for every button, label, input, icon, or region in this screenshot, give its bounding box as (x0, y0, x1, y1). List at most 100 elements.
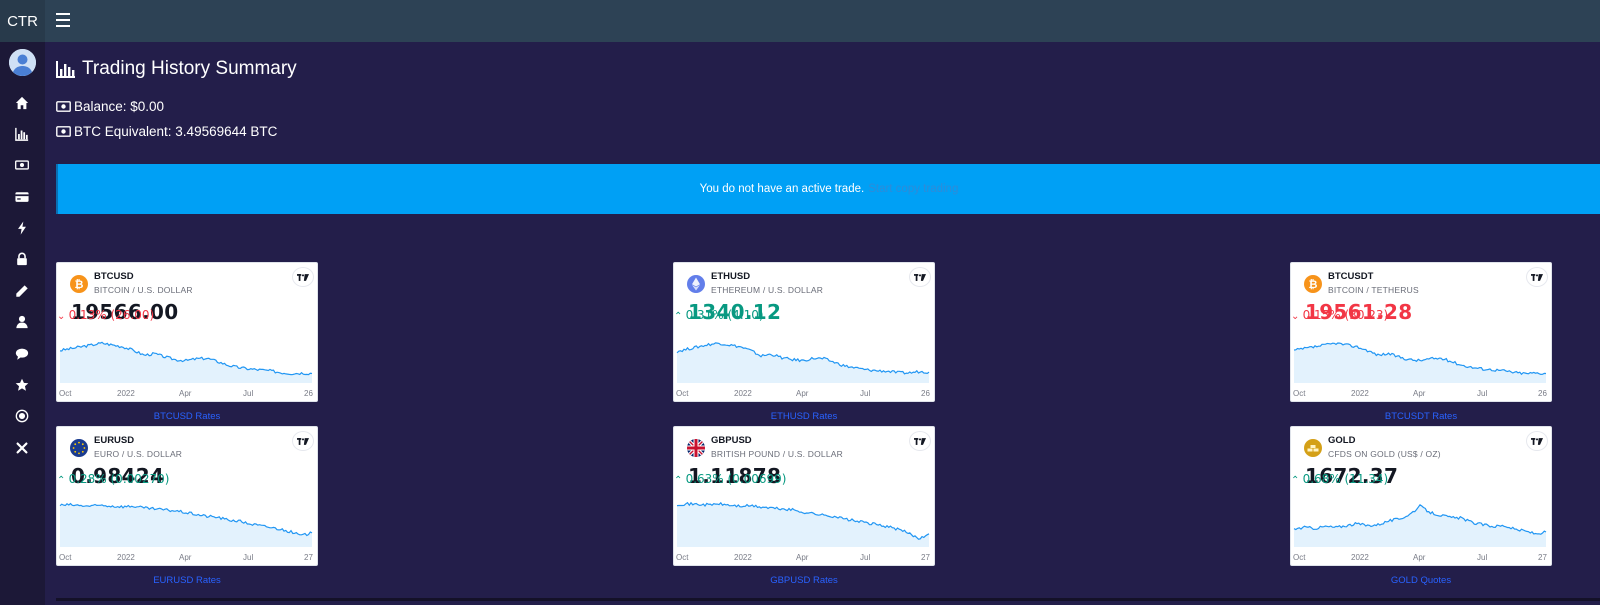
sparkline-area (1294, 343, 1546, 383)
home-icon[interactable] (14, 95, 30, 111)
star-icon[interactable] (14, 377, 30, 393)
ticker-card[interactable]: GOLD CFDS ON GOLD (US$ / OZ) 1672.37 ⌃ 0.68… (1290, 426, 1552, 566)
tradingview-logo-icon[interactable] (1526, 431, 1548, 451)
sparkline-line (59, 502, 313, 537)
euro-flag-icon (70, 439, 88, 457)
ticker-change-text: 0.68% (11.34) (1302, 472, 1389, 486)
ticker-card[interactable]: ₿ BTCUSDT BITCOIN / TETHERUS 19561.28 ⌄ 0.15… (1290, 262, 1552, 402)
rates-link[interactable]: GBPUSD Rates (770, 575, 838, 586)
axis-tick-label: Oct (676, 389, 689, 398)
rates-link[interactable]: EURUSD Rates (153, 575, 221, 586)
ticker-card[interactable]: EURUSD EURO / U.S. DOLLAR 0.98424 ⌃ 0.28% (… (56, 426, 318, 566)
rates-link[interactable]: ETHUSD Rates (770, 411, 838, 422)
ethereum-icon (687, 275, 705, 293)
sparkline-area (60, 503, 312, 547)
tradingview-logo-icon[interactable] (909, 267, 931, 287)
axis-tick-label: 2022 (117, 553, 135, 562)
btc-equivalent-line: BTC Equivalent: 3.49569644 BTC (56, 122, 277, 140)
tradingview-logo-icon[interactable] (1526, 267, 1548, 287)
ticker-change: ⌄ 0.15% (30.23) (1291, 308, 1388, 322)
ticker-description: EURO / U.S. DOLLAR (94, 449, 183, 459)
ticker-price: 1.11878 (688, 464, 782, 488)
ticker-change: ⌃ 0.68% (11.34) (1291, 472, 1388, 486)
ticker-description: BITCOIN / U.S. DOLLAR (94, 285, 193, 295)
ticker-price: 1340.12 (688, 300, 782, 324)
axis-tick-label: Apr (796, 389, 809, 398)
sparkline-line (59, 341, 313, 376)
ticker-card[interactable]: ETHUSD ETHEREUM / U.S. DOLLAR 1340.12 ⌃ 0.3… (673, 262, 935, 402)
sparkline-chart[interactable] (59, 327, 315, 383)
ticker-price: 19561.28 (1305, 300, 1413, 324)
tradingview-logo-icon[interactable] (909, 431, 931, 451)
close-icon[interactable] (14, 440, 30, 456)
credit-card-icon[interactable] (14, 189, 30, 205)
tradingview-logo-icon[interactable] (292, 431, 314, 451)
chart-icon[interactable] (14, 126, 30, 142)
sparkline-area (60, 342, 312, 383)
caret-up-icon: ⌃ (1291, 475, 1303, 486)
ticker-description: ETHEREUM / U.S. DOLLAR (711, 285, 824, 295)
avatar[interactable] (9, 49, 36, 76)
axis-tick-label: Jul (860, 389, 871, 398)
sparkline-chart[interactable] (59, 491, 315, 547)
ticker-symbol: BTCUSDT (1328, 271, 1374, 282)
bitcoin-icon: ₿ (70, 275, 88, 293)
axis-tick-label: Oct (1293, 553, 1306, 562)
sparkline-chart[interactable] (676, 327, 932, 383)
axis-tick-label: 2022 (734, 553, 752, 562)
ticker-symbol: GBPUSD (711, 435, 752, 446)
ticker-price: 0.98424 (71, 464, 165, 488)
sparkline-line (676, 501, 930, 540)
rates-link[interactable]: BTCUSD Rates (153, 411, 221, 422)
top-navbar: CTR (0, 0, 1600, 42)
sparkline-chart[interactable] (1293, 327, 1549, 383)
axis-tick-label: Oct (676, 553, 689, 562)
axis-tick-label: Oct (1293, 389, 1306, 398)
page-title-text: Trading History Summary (82, 58, 297, 79)
no-active-trade-alert: You do not have an active trade. Start c… (56, 164, 1600, 214)
axis-tick-label: Apr (1413, 389, 1426, 398)
sparkline-area (1294, 504, 1546, 547)
axis-tick-label: 27 (921, 553, 930, 562)
bolt-icon[interactable] (14, 220, 30, 236)
sparkline-chart[interactable] (1293, 491, 1549, 547)
pencil-icon[interactable] (14, 283, 30, 299)
axis-tick-label: 2022 (734, 389, 752, 398)
page-title: Trading History Summary (56, 56, 297, 82)
hamburger-menu-icon[interactable] (56, 13, 70, 27)
ticker-change-text: 0.31% (4.10) (685, 308, 764, 322)
ticker-change-text: 0.28% (0.00270) (68, 472, 170, 486)
uk-flag-icon (687, 439, 705, 457)
caret-up-icon: ⌃ (57, 475, 69, 486)
axis-tick-label: Oct (59, 389, 72, 398)
ticker-symbol: BTCUSD (94, 271, 134, 282)
ticker-card[interactable]: GBPUSD BRITISH POUND / U.S. DOLLAR 1.11878… (673, 426, 935, 566)
bar-chart-icon (56, 61, 75, 78)
tradingview-logo-icon[interactable] (292, 267, 314, 287)
target-icon[interactable] (14, 408, 30, 424)
ticker-symbol: ETHUSD (711, 271, 751, 282)
ticker-change: ⌃ 0.31% (4.10) (674, 308, 764, 322)
axis-tick-label: 26 (921, 389, 930, 398)
comment-icon[interactable] (14, 346, 30, 362)
start-copy-trading-link[interactable]: Start copy trading (868, 183, 959, 195)
svg-text:₿: ₿ (75, 278, 84, 291)
lock-icon[interactable] (14, 251, 30, 267)
rates-link[interactable]: BTCUSDT Rates (1384, 411, 1458, 422)
sparkline-area (677, 342, 929, 383)
sparkline-chart[interactable] (676, 491, 932, 547)
sidebar (0, 42, 45, 605)
ticker-price: 1672.37 (1305, 464, 1399, 488)
money-icon (56, 125, 71, 137)
rates-link[interactable]: GOLD Quotes (1390, 575, 1452, 586)
axis-tick-label: 27 (304, 553, 313, 562)
axis-tick-label: Jul (243, 553, 254, 562)
ticker-change: ⌃ 0.28% (0.00270) (57, 472, 169, 486)
caret-up-icon: ⌃ (674, 475, 686, 486)
money-icon[interactable] (14, 157, 30, 173)
user-icon[interactable] (14, 314, 30, 330)
brand-logo[interactable]: CTR (0, 0, 45, 42)
axis-tick-label: 26 (1538, 389, 1547, 398)
balance-text: Balance: $0.00 (74, 98, 165, 114)
ticker-card[interactable]: ₿ BTCUSD BITCOIN / U.S. DOLLAR 19566.00 ⌄ 0.… (56, 262, 318, 402)
